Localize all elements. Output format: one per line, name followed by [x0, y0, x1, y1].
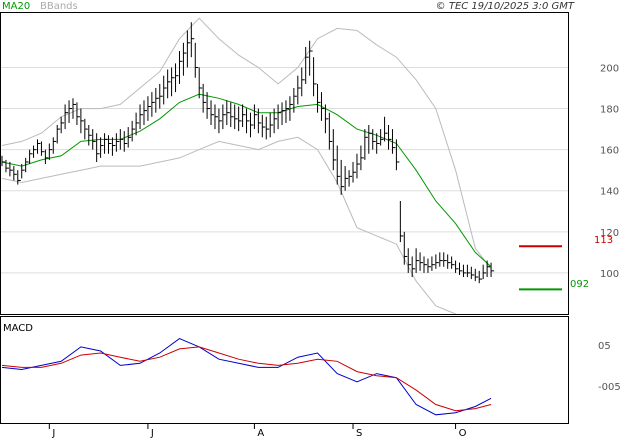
x-tick-label: S: [356, 428, 362, 439]
y-tick-label: 180: [600, 105, 619, 116]
upper-marker-label: 113: [594, 235, 613, 246]
macd-y-ticks: 05 -005: [598, 341, 621, 393]
y-tick-label: 160: [600, 146, 619, 157]
x-tick-label: J: [51, 428, 55, 439]
grid-lines: [1, 66, 568, 274]
legend-bbands: BBands: [40, 1, 78, 12]
bollinger-bands: [1, 17, 492, 314]
y-tick-label: 120: [600, 228, 619, 239]
copyright-text: © TEC 19/10/2025 3:0 GMT: [436, 1, 575, 12]
x-tick-label: J: [150, 428, 154, 439]
y-tick-label: 200: [600, 63, 619, 74]
price-bars: [1, 22, 495, 284]
bb-lower-line: [1, 136, 456, 314]
y-tick-label: 100: [600, 269, 619, 280]
macd-panel-frame: [0, 316, 569, 424]
lower-marker-label: 092: [570, 279, 589, 290]
macd-y-tick-label: 05: [598, 341, 611, 352]
macd-y-tick-label: -005: [598, 382, 621, 393]
macd-title: MACD: [3, 323, 33, 334]
y-tick-label: 140: [600, 187, 619, 198]
y-axis-ticks: 100 120 140 160 180 200: [600, 63, 619, 279]
legend-ma20: MA20: [2, 1, 30, 12]
ma20-line-group: [1, 93, 492, 268]
ma20-line: [1, 93, 492, 268]
macd-line: [1, 338, 492, 416]
x-tick-label: A: [257, 428, 264, 439]
signal-line: [1, 346, 492, 412]
level-markers: [519, 245, 562, 291]
x-tick-label: O: [459, 428, 467, 439]
macd-lines: [1, 338, 492, 416]
main-panel-frame: [0, 12, 569, 315]
bb-upper-line: [1, 17, 492, 270]
